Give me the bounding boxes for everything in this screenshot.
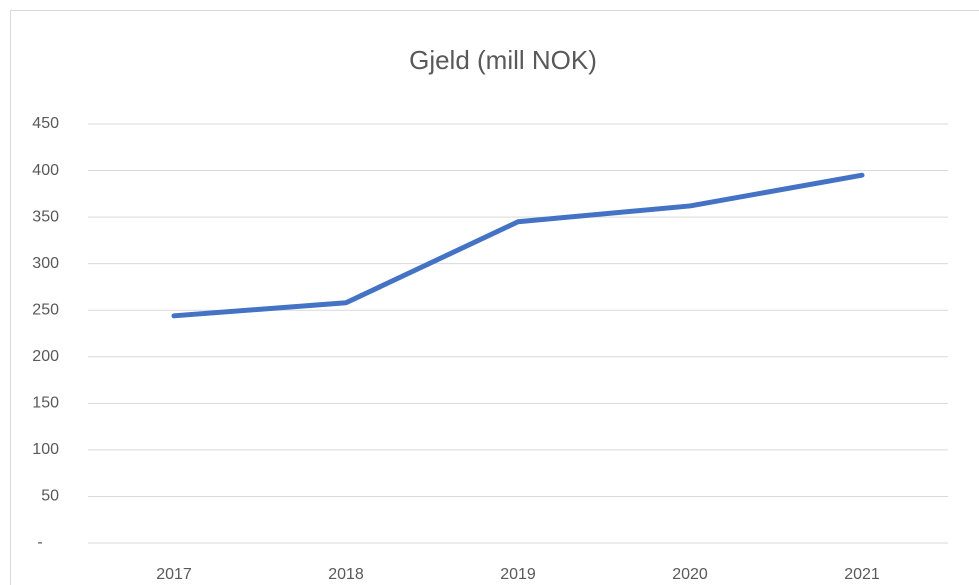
y-tick-label: 200 (32, 348, 59, 365)
y-tick-label: 300 (32, 255, 59, 272)
y-tick-label: 450 (32, 115, 59, 132)
y-tick-label: 400 (32, 162, 59, 179)
x-tick-label: 2018 (328, 566, 364, 583)
x-tick-label: 2019 (500, 566, 536, 583)
data-line (171, 172, 865, 319)
chart-border (10, 10, 979, 585)
y-tick-label: 350 (32, 208, 59, 225)
x-tick-label: 2021 (844, 566, 880, 583)
x-tick-label: 2017 (156, 566, 192, 583)
y-tick-label: 150 (32, 395, 59, 412)
y-tick-label: - (37, 534, 42, 551)
y-tick-label: 100 (32, 441, 59, 458)
y-tick-label: 250 (32, 301, 59, 318)
chart-title: Gjeld (mill NOK) (409, 45, 597, 75)
y-tick-label: 50 (41, 488, 59, 505)
x-tick-label: 2020 (672, 566, 708, 583)
